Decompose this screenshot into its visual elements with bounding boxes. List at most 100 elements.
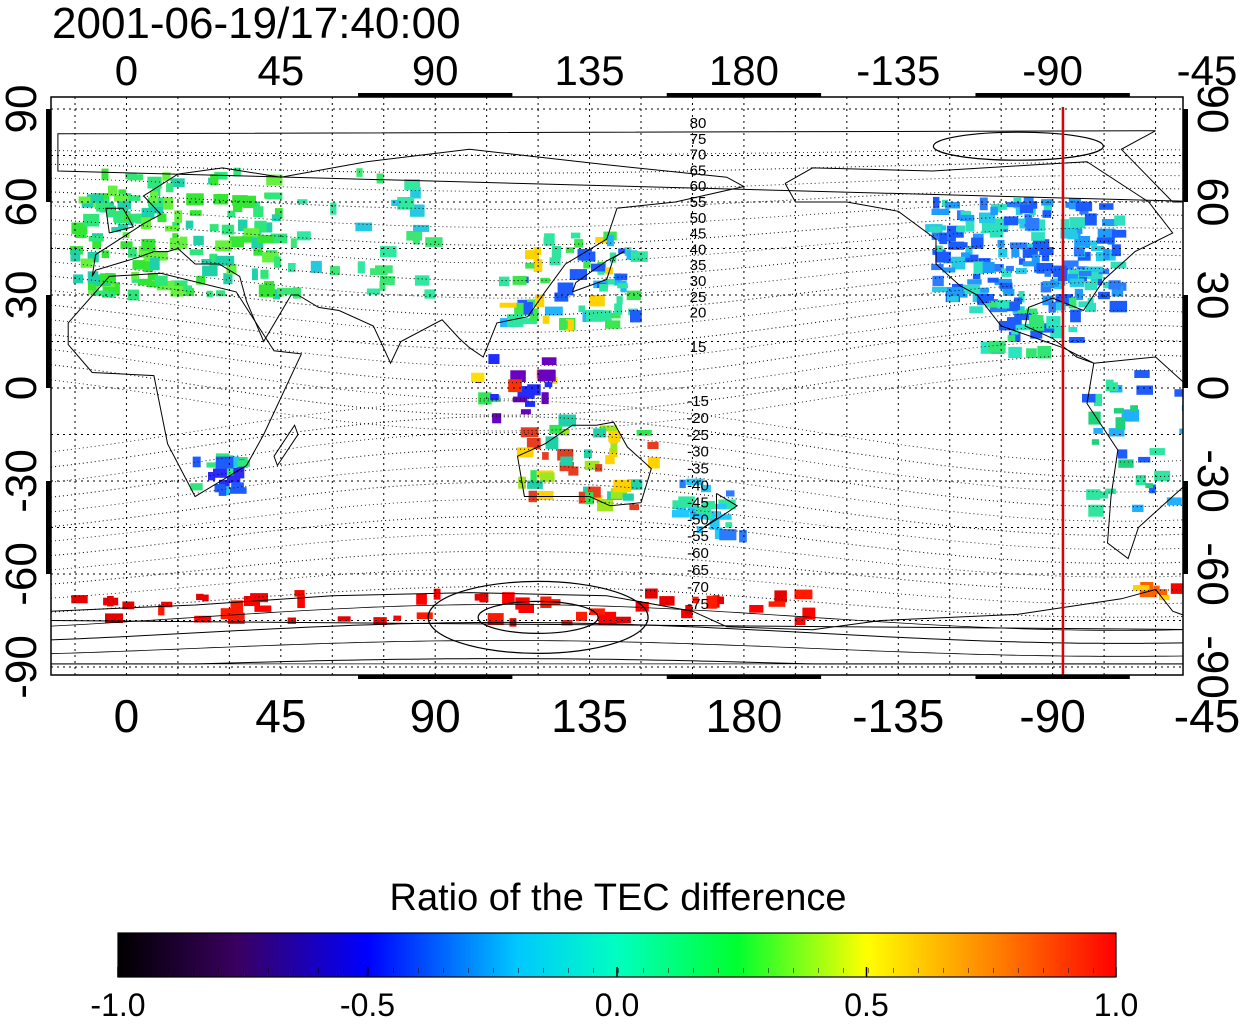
tec-data-cell — [570, 232, 581, 239]
contour-line — [51, 201, 1183, 228]
tec-data-cell — [131, 276, 139, 283]
tec-data-cell — [1084, 281, 1098, 291]
tec-data-cell — [143, 260, 153, 273]
tec-data-cell — [1181, 405, 1183, 411]
tec-data-cell — [380, 246, 397, 258]
contour-line — [51, 149, 1183, 156]
tec-data-cell — [141, 207, 155, 219]
tec-data-cell — [931, 208, 950, 215]
map-area — [51, 97, 1183, 675]
tec-data-cell — [739, 530, 747, 543]
tec-data-cell — [373, 617, 387, 625]
tec-data-cell — [356, 168, 363, 177]
tec-data-cell — [584, 460, 600, 471]
tec-data-cell — [611, 312, 621, 319]
tec-data-cell — [478, 392, 492, 405]
tec-data-cell — [989, 228, 1004, 238]
tec-data-cell — [540, 277, 550, 284]
tec-data-cell — [933, 196, 940, 209]
tec-data-cell — [1010, 242, 1028, 249]
tec-data-cell — [525, 262, 535, 269]
contour-label-south: -35 — [687, 461, 709, 478]
tec-data-cell — [162, 197, 173, 210]
left-latitude-tick-label: 60 — [0, 178, 46, 227]
tec-data-cell — [227, 612, 245, 624]
tec-data-cell — [1030, 328, 1043, 339]
tec-data-cell — [105, 613, 123, 623]
tec-data-cell — [125, 172, 137, 180]
tec-data-cell — [251, 238, 264, 249]
tec-data-cell — [120, 241, 133, 249]
tec-data-cell — [128, 213, 141, 223]
tec-data-cell — [1117, 449, 1128, 459]
tec-data-cell — [410, 187, 421, 199]
contour-label-south: -25 — [687, 427, 709, 444]
tec-data-cell — [78, 196, 91, 204]
contour-label-north: 35 — [690, 257, 707, 274]
tec-data-cell — [595, 237, 608, 243]
tec-data-cell — [1092, 491, 1109, 499]
bottom-longitude-tick-label: 135 — [551, 690, 628, 742]
coast-south-america — [1086, 356, 1183, 560]
contour-line — [51, 658, 1183, 665]
tec-data-cell — [931, 263, 944, 271]
tec-data-cell — [1139, 591, 1157, 598]
contour-label-north: 80 — [690, 115, 707, 132]
tec-data-cell — [416, 593, 427, 605]
tec-data-cell — [1108, 428, 1125, 437]
coast-antarctica — [51, 588, 1183, 631]
tec-data-cell — [527, 480, 543, 489]
tec-data-cell — [709, 518, 720, 530]
top-longitude-axis: 0 45 90 135 180 -135 -90 -45 — [115, 47, 1238, 94]
tec-data-cell — [499, 302, 517, 308]
tec-data-cell — [141, 238, 156, 251]
tec-data-cell — [1121, 409, 1140, 422]
contour-line — [51, 175, 1183, 192]
contour-label-south: -60 — [687, 545, 709, 562]
coastlines — [51, 130, 1183, 631]
tec-data-cell — [114, 195, 129, 202]
tec-data-cell — [520, 427, 539, 438]
tec-data-cell — [1113, 408, 1124, 414]
tec-data-cell — [558, 414, 576, 427]
tec-data-cell — [551, 246, 562, 259]
tec-data-cell — [265, 192, 283, 200]
tec-data-cell — [414, 275, 430, 286]
tec-data-cell — [600, 425, 617, 432]
tec-data-cell — [967, 279, 982, 285]
tec-data-cell — [216, 290, 225, 297]
tec-data-cell — [157, 213, 167, 223]
tec-data-cell — [253, 248, 263, 256]
tec-data-cell — [232, 195, 248, 206]
tec-data-cell — [975, 287, 990, 293]
bottom-tick-bar — [358, 675, 513, 679]
tec-data-cell — [549, 424, 563, 434]
tec-data-cell — [253, 206, 264, 218]
tec-data-cell — [172, 222, 180, 229]
tec-data-cell — [1050, 326, 1062, 339]
tec-data-cell — [998, 248, 1008, 258]
tec-data-cell — [545, 436, 559, 450]
right-latitude-tick-label: -30 — [1188, 449, 1237, 513]
tec-data-cell — [254, 220, 267, 232]
tec-data-cell — [252, 231, 262, 242]
right-latitude-tick-label: -60 — [1188, 542, 1237, 606]
contour-line — [51, 621, 1183, 644]
tec-data-cell — [1015, 204, 1023, 215]
tec-data-cell — [274, 208, 283, 219]
tec-data-cell — [1086, 489, 1101, 500]
tec-data-cell — [220, 608, 235, 620]
tec-data-cell — [416, 612, 433, 620]
tec-data-cell — [980, 341, 992, 354]
tec-data-cell — [425, 237, 443, 247]
top-tick-bar — [358, 93, 513, 97]
tec-data-cell — [101, 168, 109, 181]
contour-label-north: 45 — [690, 226, 707, 243]
tec-data-cell — [357, 261, 365, 274]
tec-data-cell — [1149, 448, 1165, 456]
timestamp-title: 2001-06-19/17:40:00 — [52, 0, 461, 48]
tec-data-cell — [162, 172, 171, 181]
tec-data-cell — [616, 296, 623, 304]
tec-data-cell — [1149, 484, 1156, 494]
top-tick-bar — [666, 93, 822, 97]
